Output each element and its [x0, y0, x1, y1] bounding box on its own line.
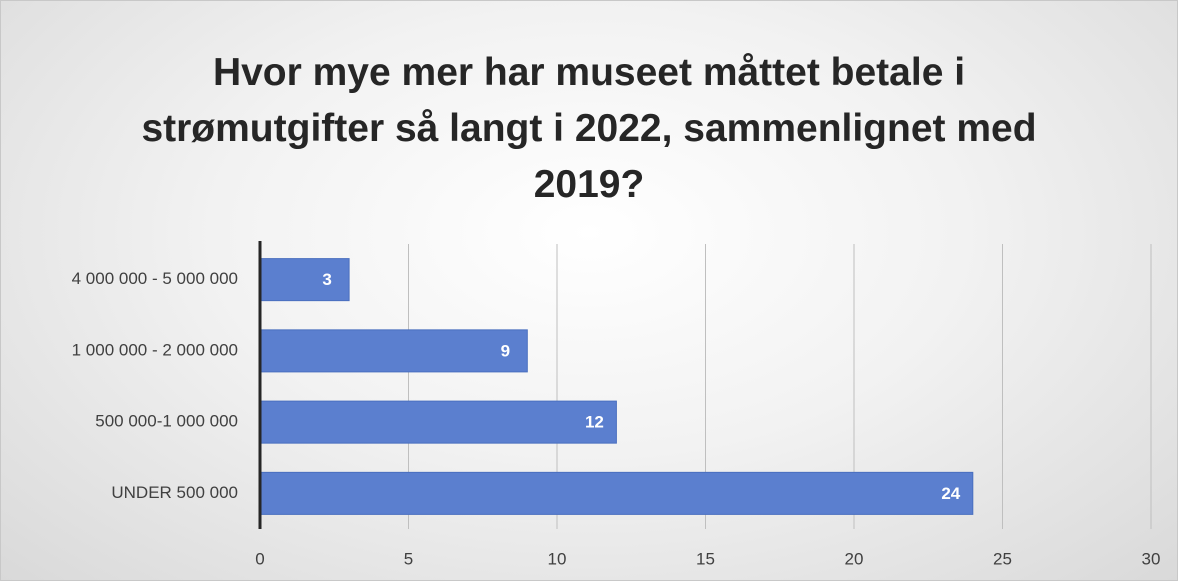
- data-label: 3: [322, 270, 331, 289]
- x-tick-label: 30: [1142, 549, 1161, 568]
- bar: [259, 471, 974, 515]
- data-label: 12: [585, 413, 604, 432]
- x-tick-label: 5: [404, 549, 413, 568]
- x-tick-label: 10: [548, 549, 567, 568]
- x-tick-label: 25: [993, 549, 1012, 568]
- y-tick-label: 1 000 000 - 2 000 000: [72, 340, 238, 359]
- x-tick-label: 20: [845, 549, 864, 568]
- y-tick-label: 4 000 000 - 5 000 000: [72, 269, 238, 288]
- bar: [259, 329, 528, 373]
- bar: [259, 258, 350, 302]
- x-tick-label: 15: [696, 549, 715, 568]
- chart-title: Hvor mye mer har museet måttet betale i …: [141, 51, 1037, 206]
- bar: [259, 400, 617, 444]
- x-tick-label: 0: [255, 549, 264, 568]
- data-label: 24: [941, 484, 960, 503]
- y-tick-label: UNDER 500 000: [111, 483, 238, 502]
- data-label: 9: [501, 341, 510, 360]
- y-tick-label: 500 000-1 000 000: [95, 412, 238, 431]
